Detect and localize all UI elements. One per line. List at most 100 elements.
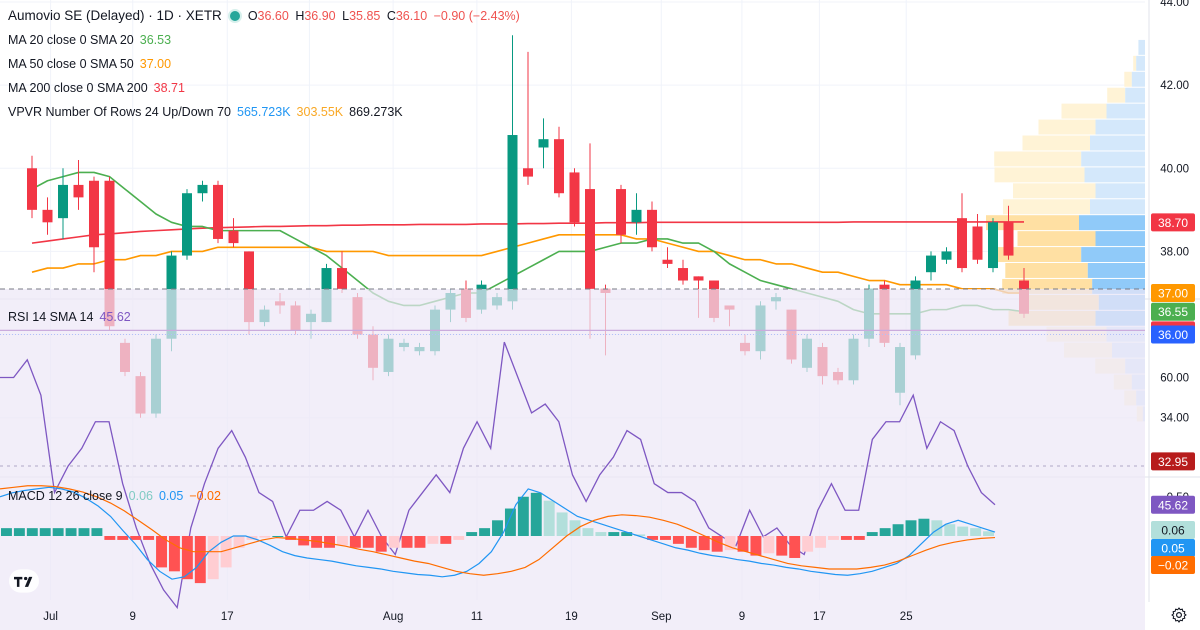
- vpvr-down-bar: [1003, 199, 1090, 215]
- macd-hist-bar: [259, 536, 271, 538]
- vpvr-label: VPVR Number Of Rows 24 Up/Down 70: [8, 105, 232, 119]
- price-axis-tag: 36.00: [1151, 325, 1195, 344]
- macd-hist-bar: [130, 536, 142, 540]
- macd-hist-bar: [724, 536, 736, 551]
- candle-body: [554, 139, 564, 194]
- rsi-legend[interactable]: RSI 14 SMA 14 45.62: [8, 310, 131, 324]
- candle-body: [616, 189, 626, 235]
- macd-hist-bar: [853, 536, 865, 540]
- macd-hist-bar: [504, 508, 516, 536]
- axis-tag-bg: [1151, 213, 1195, 232]
- candle-body: [244, 251, 254, 323]
- macd-hist-bar: [543, 500, 555, 536]
- time-axis-label: 11: [471, 611, 483, 623]
- macd-hist-value: 0.06: [128, 489, 153, 503]
- macd-hist-bar: [983, 531, 994, 536]
- price-axis-tag: 37.00: [1151, 283, 1195, 302]
- macd-hist-bar: [750, 536, 762, 556]
- macd-hist-bar: [52, 528, 64, 536]
- macd-hist-bar: [324, 536, 335, 548]
- time-axis-label: Sep: [651, 611, 671, 623]
- vpvr-legend[interactable]: VPVR Number Of Rows 24 Up/Down 70 565.72…: [8, 105, 403, 119]
- macd-hist-bar: [375, 536, 387, 552]
- macd-hist-bar: [647, 536, 659, 540]
- macd-hist-bar: [840, 536, 852, 540]
- macd-axis-tag: 0.06: [1151, 521, 1195, 539]
- price-tick-label: 42.00: [1160, 80, 1189, 92]
- macd-hist-bar: [530, 492, 542, 536]
- vpvr-down-bar: [1038, 119, 1096, 135]
- ma20-label: MA 20 close 0 SMA 20: [8, 33, 134, 47]
- ma200-legend[interactable]: MA 200 close 0 SMA 200 38.71: [8, 81, 185, 95]
- macd-hist-bar: [414, 536, 426, 548]
- vpvr-down-bar: [1061, 103, 1107, 119]
- price-axis-tag: 36.55: [1151, 302, 1195, 321]
- candle-body: [197, 184, 208, 194]
- macd-hist-bar: [194, 536, 206, 584]
- settings-gear-icon[interactable]: [1170, 606, 1188, 624]
- vpvr-total-value: 869.273K: [349, 105, 403, 119]
- vpvr-down-bar: [991, 247, 1082, 263]
- macd-legend[interactable]: MACD 12 26 close 9 0.06 0.05 −0.02: [8, 489, 221, 503]
- macd-hist-bar: [479, 528, 491, 536]
- macd-hist-bar: [272, 536, 284, 537]
- macd-hist-bar: [582, 528, 594, 536]
- vpvr-down-bar: [994, 151, 1082, 167]
- macd-hist-bar: [517, 496, 529, 536]
- header-legend: Aumovio SE (Delayed) · 1D · XETR O36.60 …: [8, 8, 523, 23]
- ma20-value: 36.53: [139, 33, 172, 47]
- tradingview-logo-icon[interactable]: [9, 568, 39, 594]
- macd-hist-bar: [143, 536, 155, 540]
- time-axis-label: 17: [813, 611, 826, 623]
- ma20-legend[interactable]: MA 20 close 0 SMA 20 36.53: [8, 33, 171, 47]
- candle-body: [926, 255, 936, 273]
- vpvr-down-bar: [994, 167, 1085, 183]
- vpvr-down-bar: [1005, 263, 1088, 278]
- high-value: 36.90: [304, 8, 336, 23]
- macd-hist-bar: [1, 528, 12, 536]
- vpvr-down-bar: [1107, 87, 1126, 103]
- rsi-value: 45.62: [99, 310, 131, 324]
- candle-body: [182, 193, 192, 256]
- macd-hist-bar: [104, 536, 116, 540]
- macd-hist-bar: [336, 536, 348, 546]
- vpvr-up-bar: [1079, 215, 1145, 231]
- price-axis-tag: 32.95: [1151, 452, 1195, 471]
- ma50-legend[interactable]: MA 50 close 0 SMA 50 37.00: [8, 57, 171, 71]
- axis-tag-text: 36.00: [1158, 328, 1188, 342]
- macd-hist-bar: [802, 536, 814, 552]
- candle-body: [569, 172, 580, 223]
- axis-tag-text: 36.55: [1158, 305, 1188, 319]
- rsi-line: [0, 341, 996, 610]
- vpvr-up-bar: [1095, 183, 1145, 199]
- macd-hist-bar: [233, 536, 245, 548]
- macd-hist-bar: [362, 536, 374, 548]
- vpvr-up-bar: [1084, 167, 1145, 183]
- close-value: 36.10: [395, 8, 428, 23]
- change-value: −0.90 (−2.43%): [433, 8, 520, 23]
- vpvr-up-bar: [1125, 87, 1145, 103]
- axis-tag-bg: [1151, 325, 1195, 344]
- axis-tag-bg: [1151, 495, 1195, 514]
- macd-hist-bar: [595, 532, 607, 536]
- axis-tag-bg: [1151, 521, 1195, 539]
- ma200-value: 38.71: [153, 81, 185, 95]
- ma200-line: [31, 221, 1024, 244]
- macd-hist-bar: [492, 520, 503, 536]
- macd-hist-bar: [453, 536, 465, 540]
- macd-hist-bar: [737, 536, 749, 552]
- vpvr-up-bar: [1131, 71, 1145, 87]
- time-axis-label: Aug: [383, 611, 403, 623]
- close-label: C: [386, 8, 396, 23]
- time-axis-label: 9: [739, 611, 745, 623]
- macd-line-value: 0.05: [158, 489, 184, 503]
- macd-hist-bar: [866, 532, 878, 536]
- candle-body: [523, 168, 533, 177]
- axis-tag-bg: [1151, 556, 1195, 574]
- macd-hist-bar: [349, 536, 361, 548]
- candle-body: [213, 184, 223, 239]
- macd-hist-bar: [672, 536, 684, 544]
- macd-hist-bar: [918, 518, 930, 536]
- macd-hist-bar: [776, 536, 788, 556]
